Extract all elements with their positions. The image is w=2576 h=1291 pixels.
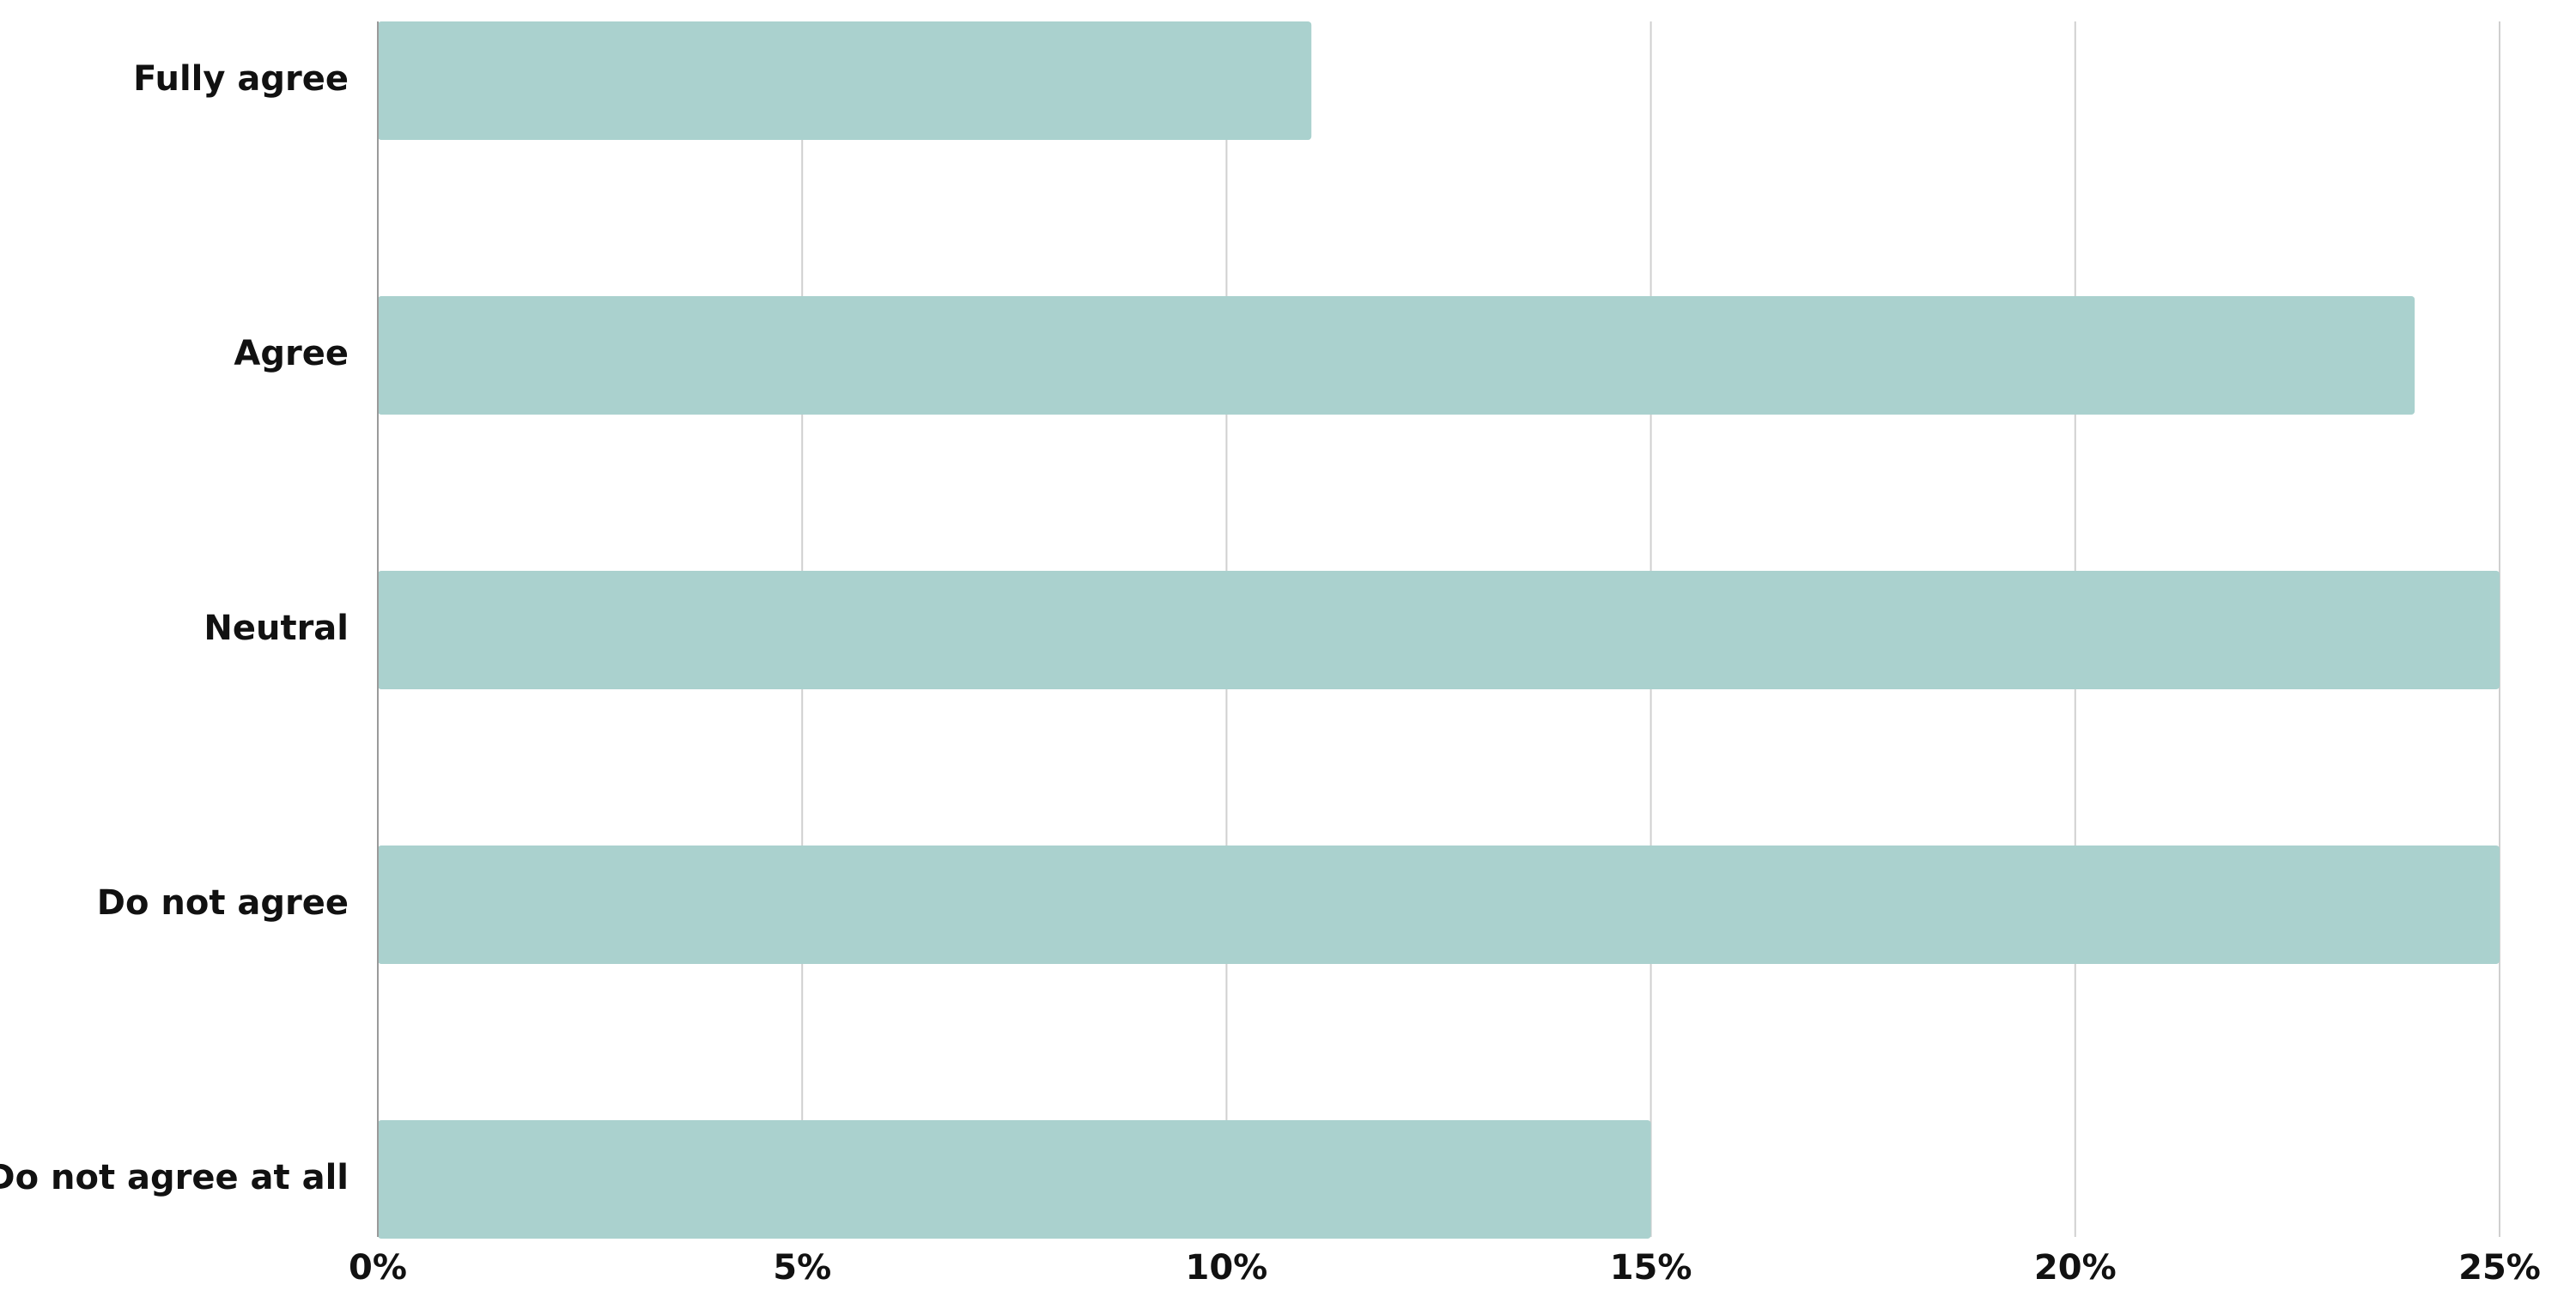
- bar: [378, 846, 2500, 964]
- x-tick-label: 10%: [1186, 1248, 1268, 1288]
- bar: [378, 1120, 1651, 1239]
- y-tick-label: Neutral: [204, 609, 349, 648]
- y-tick-label: Do not agree at all: [0, 1158, 349, 1197]
- x-tick-label: 0%: [349, 1248, 407, 1288]
- x-tick-label: 25%: [2458, 1248, 2541, 1288]
- x-tick-label: 5%: [773, 1248, 831, 1288]
- y-tick-label: Agree: [234, 334, 349, 373]
- bar: [378, 21, 1312, 140]
- bar: [378, 296, 2415, 415]
- x-tick-label: 15%: [1610, 1248, 1692, 1288]
- y-tick-label: Fully agree: [133, 59, 349, 99]
- bar: [378, 571, 2500, 689]
- x-tick-label: 20%: [2034, 1248, 2117, 1288]
- y-tick-label: Do not agree: [97, 883, 349, 923]
